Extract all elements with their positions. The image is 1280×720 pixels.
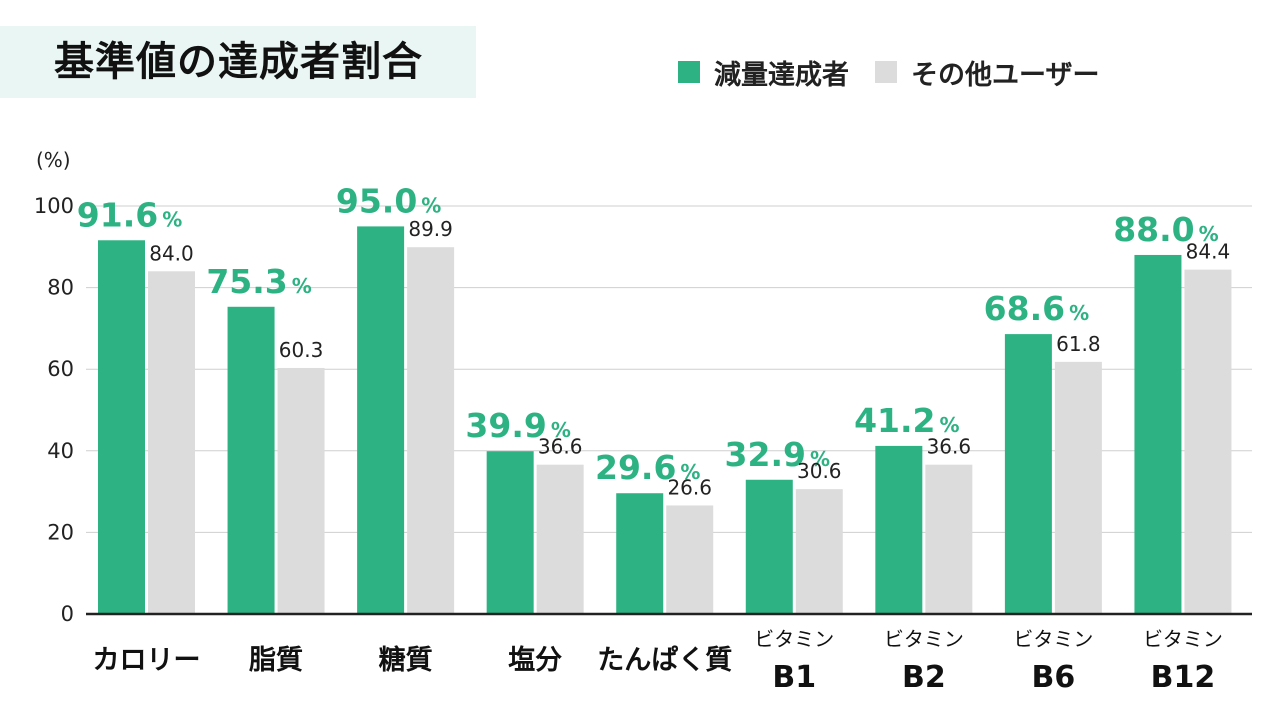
data-label-weight-loss: 68.6% [984, 289, 1089, 328]
y-tick-label: 60 [47, 357, 74, 381]
data-label-weight-loss-unit: % [810, 447, 830, 471]
x-category-label-line2: B12 [1151, 660, 1216, 695]
data-label-other-users: 26.6 [667, 475, 712, 499]
x-category-label-line1: ビタミン [754, 627, 834, 651]
data-label-weight-loss-unit: % [680, 460, 700, 484]
legend-swatch-other-users [875, 61, 897, 83]
x-category-label-line2: B2 [902, 660, 946, 695]
data-label-weight-loss-unit: % [1199, 222, 1219, 246]
y-axis-unit-label: (%) [36, 148, 71, 172]
data-label-weight-loss-unit: % [292, 274, 312, 298]
bar-weight-loss [98, 240, 145, 614]
data-label-weight-loss: 39.9% [465, 406, 570, 445]
legend-label-weight-loss: 減量達成者 [714, 59, 849, 91]
data-label-other-users: 36.6 [538, 435, 583, 459]
data-label-other-users: 84.0 [149, 241, 194, 265]
data-label-other-users: 30.6 [797, 459, 842, 483]
data-label-weight-loss-unit: % [1069, 301, 1089, 325]
data-label-weight-loss: 29.6% [595, 448, 700, 487]
data-label-other-users: 36.6 [927, 435, 972, 459]
data-label-weight-loss: 88.0% [1113, 210, 1218, 249]
data-label-weight-loss: 95.0% [336, 181, 441, 220]
y-tick-label: 0 [61, 602, 74, 626]
bar-weight-loss [227, 306, 275, 614]
bar-other-users [277, 367, 325, 614]
legend-label-other-users: その他ユーザー [911, 59, 1100, 91]
title-background [0, 26, 476, 98]
data-label-weight-loss-unit: % [421, 193, 441, 217]
bar-weight-loss [745, 479, 793, 614]
bar-weight-loss [616, 493, 664, 614]
bar-weight-loss [486, 451, 534, 614]
bar-other-users [795, 489, 843, 614]
x-category-label-line1: ビタミン [1143, 627, 1223, 651]
y-tick-label: 80 [47, 276, 74, 300]
data-label-weight-loss-value: 39.9 [465, 406, 546, 445]
x-category-label-line2: B6 [1032, 660, 1076, 695]
data-label-other-users: 61.8 [1056, 332, 1101, 356]
y-tick-label: 20 [47, 520, 74, 544]
x-category-label: 糖質 [379, 644, 433, 676]
data-label-weight-loss: 41.2% [854, 401, 959, 440]
data-label-weight-loss-value: 41.2 [854, 401, 935, 440]
bar-other-users [407, 247, 455, 614]
data-label-other-users: 84.4 [1186, 240, 1231, 264]
legend-item-other-users: その他ユーザー [875, 53, 1099, 92]
bar-weight-loss [1134, 254, 1182, 614]
data-label-weight-loss: 91.6% [77, 195, 182, 234]
data-label-other-users: 89.9 [408, 217, 453, 241]
data-label-weight-loss-unit: % [940, 413, 960, 437]
data-label-weight-loss-unit: % [551, 418, 571, 442]
data-label-weight-loss-value: 95.0 [336, 181, 417, 220]
y-tick-label: 100 [34, 194, 74, 218]
legend: 減量達成者 その他ユーザー [678, 52, 1125, 92]
x-category-label: 脂質 [249, 645, 303, 676]
data-label-weight-loss-value: 88.0 [1113, 210, 1194, 249]
bar-other-users [536, 464, 584, 614]
chart-title: 基準値の達成者割合 [54, 39, 423, 85]
data-label-weight-loss: 32.9% [725, 435, 830, 474]
x-category-label-line2: B1 [772, 660, 816, 695]
bar-weight-loss [1004, 334, 1052, 614]
y-tick-label: 40 [47, 439, 74, 463]
x-category-label: 塩分 [508, 645, 562, 676]
x-category-label: カロリー [93, 645, 201, 676]
bar-weight-loss [875, 445, 923, 614]
data-label-weight-loss-value: 68.6 [984, 289, 1065, 328]
x-category-label-line1: ビタミン [884, 627, 964, 651]
bar-other-users [1054, 361, 1102, 614]
data-label-weight-loss-value: 29.6 [595, 448, 676, 487]
bar-other-users [1184, 269, 1232, 614]
bar-other-users [148, 271, 195, 614]
bar-other-users [666, 505, 714, 614]
x-category-label: たんぱく質 [597, 645, 732, 676]
data-label-other-users: 60.3 [279, 338, 324, 362]
data-label-weight-loss-unit: % [162, 207, 182, 231]
bar-weight-loss [357, 226, 405, 614]
data-label-weight-loss-value: 75.3 [206, 262, 287, 301]
legend-swatch-weight-loss [678, 61, 700, 83]
legend-item-weight-loss: 減量達成者 [678, 53, 849, 92]
data-label-weight-loss-value: 91.6 [77, 195, 158, 234]
x-category-label-line1: ビタミン [1013, 627, 1093, 651]
data-label-weight-loss: 75.3% [206, 262, 311, 301]
bar-other-users [925, 464, 973, 614]
data-label-weight-loss-value: 32.9 [725, 435, 806, 474]
